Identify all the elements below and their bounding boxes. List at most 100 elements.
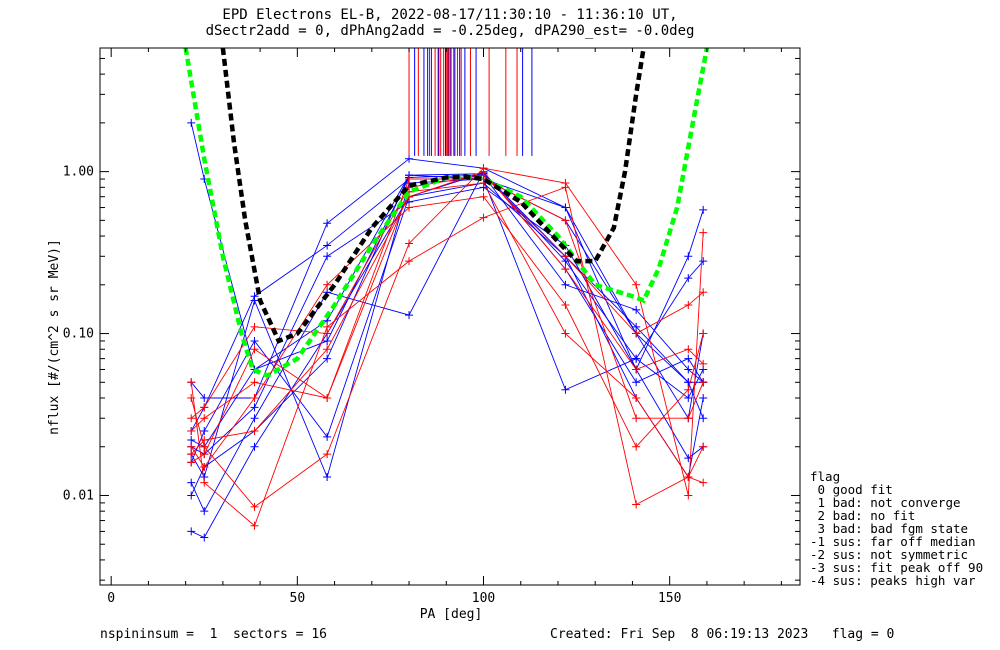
data-point: [323, 345, 332, 354]
data-point: [250, 502, 259, 511]
data-point: [561, 203, 570, 212]
data-point: [632, 393, 641, 402]
data-point: [684, 301, 693, 310]
data-point: [200, 427, 209, 436]
data-point: [561, 301, 570, 310]
data-point: [684, 414, 693, 423]
data-point: [405, 257, 414, 266]
data-point: [561, 280, 570, 289]
legend-item: 2 bad: no fit: [810, 508, 916, 523]
data-point: [561, 252, 570, 261]
data-point: [187, 458, 196, 467]
data-point: [200, 450, 209, 459]
data-point: [405, 154, 414, 163]
data-point: [699, 228, 708, 237]
data-point: [699, 414, 708, 423]
series-line: [190, 182, 704, 484]
series-line: [190, 174, 704, 419]
data-point: [632, 414, 641, 423]
data-point: [479, 192, 488, 201]
series-line: [190, 167, 704, 508]
data-point: [632, 365, 641, 374]
series-line: [191, 174, 704, 448]
series-line: [190, 170, 704, 513]
series-line: [190, 158, 704, 399]
data-point: [632, 329, 641, 338]
chart-title-line1: EPD Electrons EL-B, 2022-08-17/11:30:10 …: [222, 7, 678, 23]
fit-curve: [220, 47, 646, 344]
data-point: [187, 442, 196, 451]
data-point: [200, 403, 209, 412]
legend-item: 0 good fit: [810, 482, 893, 497]
series-line: [190, 178, 704, 432]
y-axis-label: nflux [#/(cm^2 s sr MeV)]: [47, 239, 62, 435]
data-point: [684, 345, 693, 354]
data-point: [200, 436, 209, 445]
data-point: [699, 442, 708, 451]
data-point: [632, 305, 641, 314]
series-line: [191, 186, 704, 459]
legend-item: -2 sus: not symmetric: [810, 547, 969, 562]
data-point: [323, 252, 332, 261]
data-point: [405, 239, 414, 248]
data-point: [632, 442, 641, 451]
data-point: [187, 414, 196, 423]
data-point: [187, 118, 196, 127]
data-point: [632, 354, 641, 363]
data-point: [200, 507, 209, 516]
data-point: [699, 393, 708, 402]
data-point: [684, 252, 693, 261]
x-tick-label: 0: [107, 591, 115, 606]
series-line: [190, 171, 704, 455]
data-point: [250, 414, 259, 423]
data-point: [561, 265, 570, 274]
data-point: [684, 365, 693, 374]
fit-curves: [183, 47, 710, 379]
data-traces: [187, 118, 708, 542]
data-point: [699, 205, 708, 214]
data-point: [250, 521, 259, 530]
data-point: [323, 432, 332, 441]
data-point: [405, 203, 414, 212]
data-point: [250, 296, 259, 305]
footer-right-text: Created: Fri Sep 8 06:19:13 2023 flag = …: [550, 627, 895, 642]
data-point: [187, 436, 196, 445]
data-point: [699, 329, 708, 338]
data-point: [323, 241, 332, 250]
data-point: [200, 533, 209, 542]
data-point: [699, 257, 708, 266]
legend-item: 3 bad: bad fgm state: [810, 521, 969, 536]
x-tick-label: 150: [658, 591, 681, 606]
data-point: [323, 473, 332, 482]
axis-ticks: 0 50 100 150 0.01 0.10 1.00: [63, 48, 800, 606]
data-point: [187, 378, 196, 387]
data-point: [684, 393, 693, 402]
data-point: [323, 329, 332, 338]
data-point: [200, 462, 209, 471]
legend-item: 1 bad: not converge: [810, 495, 961, 510]
data-point: [684, 454, 693, 463]
series-line: [190, 178, 704, 432]
series-line: [190, 173, 704, 496]
data-point: [187, 450, 196, 459]
data-point: [632, 500, 641, 509]
data-point: [187, 491, 196, 500]
data-point: [684, 473, 693, 482]
data-point: [200, 478, 209, 487]
data-point: [561, 216, 570, 225]
data-point: [632, 280, 641, 289]
x-tick-label: 100: [472, 591, 495, 606]
data-point: [479, 213, 488, 222]
data-point: [632, 322, 641, 331]
data-point: [699, 288, 708, 297]
y-tick-label: 1.00: [63, 165, 94, 180]
data-point: [405, 175, 414, 184]
data-point: [479, 167, 488, 176]
data-point: [323, 280, 332, 289]
legend-item: -4 sus: peaks high var: [810, 573, 976, 588]
data-point: [323, 450, 332, 459]
series-line: [190, 186, 704, 527]
plot-frame: [99, 47, 801, 586]
vertical-markers: [408, 48, 533, 156]
y-tick-label: 0.01: [63, 488, 94, 503]
